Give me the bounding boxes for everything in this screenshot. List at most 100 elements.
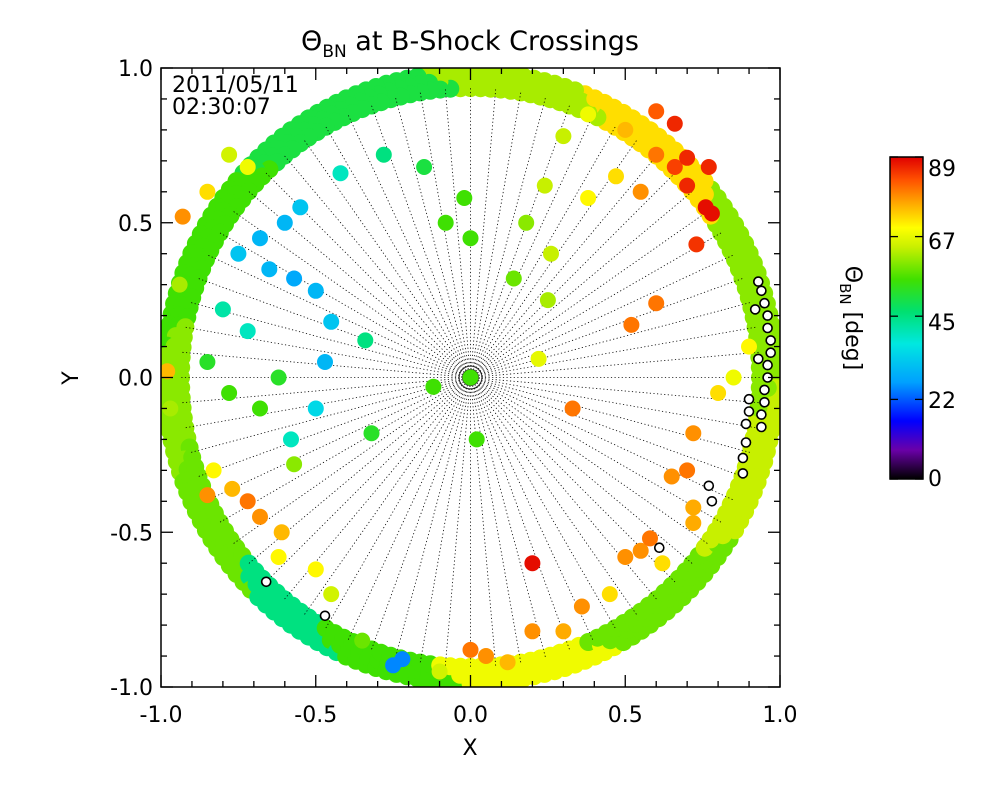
data-point [543, 245, 559, 262]
radial-line [470, 377, 722, 523]
data-point [273, 524, 290, 541]
colorbar-tick-label: 0 [928, 467, 942, 492]
radial-line [190, 302, 471, 378]
data-point [323, 586, 340, 603]
data-point [536, 177, 553, 194]
data-point [679, 149, 696, 166]
data-point [270, 549, 287, 565]
radial-line [470, 377, 708, 544]
data-point [617, 549, 634, 565]
data-point [663, 468, 680, 485]
data-point [499, 654, 516, 671]
radial-line [371, 105, 471, 378]
colorbar-tick-label: 67 [928, 230, 956, 255]
data-point [505, 270, 522, 287]
data-point [741, 338, 757, 355]
radial-line [185, 377, 471, 429]
radial-line [470, 377, 693, 564]
y-tick-label: 1.0 [118, 57, 153, 82]
radial-line [233, 377, 471, 544]
radial-line [444, 377, 471, 666]
data-point [685, 515, 702, 531]
radial-line [444, 89, 471, 378]
data-point [564, 400, 581, 417]
radial-line [190, 377, 471, 453]
data-point [283, 431, 299, 448]
data-point [623, 316, 640, 333]
data-point [307, 561, 324, 578]
data-point [580, 190, 597, 206]
data-point [524, 555, 541, 572]
radial-line [470, 326, 756, 378]
data-point [239, 323, 256, 340]
data-point [654, 555, 671, 572]
x-tick-label: -1.0 [140, 703, 183, 728]
data-point [648, 103, 665, 120]
radial-line [304, 140, 471, 378]
data-point [573, 598, 590, 615]
radial-line [470, 377, 546, 658]
highlighted-point [756, 285, 767, 297]
radial-line [470, 377, 637, 615]
chart-title: ΘBN at B-Shock Crossings [301, 26, 639, 62]
center-ring [461, 368, 480, 387]
radial-line [219, 377, 471, 523]
highlighted-point [260, 576, 272, 588]
radial-line [470, 377, 743, 477]
data-point [697, 199, 714, 216]
highlighted-point [752, 353, 764, 365]
radial-line [233, 211, 471, 378]
y-tick-label: 0.0 [118, 367, 153, 392]
radial-line [470, 232, 722, 378]
radial-line [284, 155, 471, 378]
radial-line [470, 377, 594, 641]
radial-line [207, 254, 471, 378]
radial-line [470, 377, 616, 629]
radial-line [470, 211, 708, 378]
data-point [679, 177, 696, 194]
radial-line [470, 377, 734, 501]
data-point [261, 261, 278, 278]
data-point [252, 230, 268, 247]
colorbar-tick-label: 89 [928, 157, 956, 182]
x-tick-label: -0.5 [294, 703, 337, 728]
data-point [317, 354, 333, 370]
data-point [518, 214, 535, 231]
radial-line [470, 278, 743, 378]
center-ring [458, 365, 483, 390]
radial-line [395, 97, 471, 378]
highlighted-point [740, 437, 752, 448]
radial-line [185, 326, 471, 378]
radial-line [198, 377, 471, 477]
highlighted-point [749, 304, 761, 315]
data-point [199, 183, 216, 200]
data-points [161, 90, 757, 680]
data-point [555, 623, 572, 640]
data-point [462, 369, 479, 386]
data-point [252, 508, 268, 525]
data-point [230, 245, 247, 262]
highlighted-point [703, 480, 715, 492]
title-symbol: Θ [301, 26, 322, 57]
radial-line [304, 377, 471, 615]
data-point [239, 493, 256, 510]
radial-line [470, 172, 676, 378]
data-point [162, 400, 179, 417]
highlighted-point [765, 347, 777, 359]
colorbar-label-symbol: Θ [840, 266, 865, 283]
radial-line [470, 97, 546, 378]
data-point [199, 354, 216, 370]
data-point [431, 663, 448, 680]
highlighted-point [319, 610, 331, 622]
highlighted-point [759, 384, 770, 396]
data-point [679, 462, 696, 479]
data-point [648, 146, 665, 163]
highlighted-point [743, 393, 755, 405]
data-point [700, 159, 717, 175]
y-axis-label: Y [59, 371, 84, 386]
title-subscript: BN [322, 42, 346, 62]
highlighted-point [653, 542, 665, 554]
radial-line [470, 254, 734, 378]
radial-line [470, 351, 759, 378]
